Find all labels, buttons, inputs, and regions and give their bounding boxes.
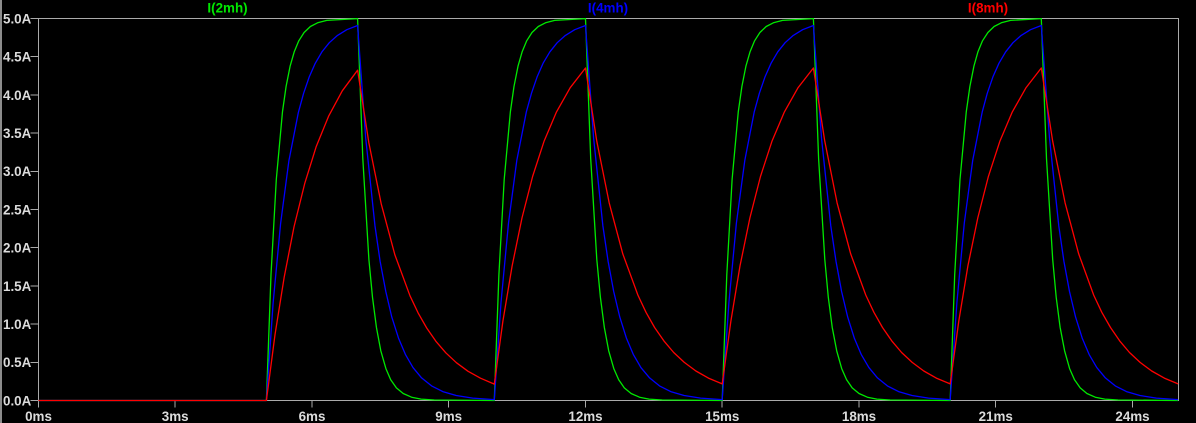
svg-text:4.5A: 4.5A [3,50,32,65]
svg-text:9ms: 9ms [435,409,462,423]
svg-text:3ms: 3ms [162,409,189,423]
svg-text:3.0A: 3.0A [3,164,32,179]
svg-text:18ms: 18ms [842,409,876,423]
svg-text:1.5A: 1.5A [3,279,32,294]
svg-text:21ms: 21ms [979,409,1013,423]
svg-text:0.5A: 0.5A [3,355,32,370]
svg-text:1.0A: 1.0A [3,317,32,332]
svg-text:2.0A: 2.0A [3,241,32,256]
svg-text:4.0A: 4.0A [3,88,32,103]
svg-text:0.0A: 0.0A [3,393,32,408]
svg-text:I(2mh): I(2mh) [207,1,247,16]
svg-text:5.0A: 5.0A [3,11,32,26]
svg-text:24ms: 24ms [1115,409,1149,423]
svg-text:0ms: 0ms [25,409,52,423]
svg-text:12ms: 12ms [568,409,602,423]
svg-text:15ms: 15ms [705,409,739,423]
svg-text:I(8mh): I(8mh) [968,1,1008,16]
svg-text:2.5A: 2.5A [3,202,32,217]
svg-text:6ms: 6ms [299,409,326,423]
svg-text:I(4mh): I(4mh) [588,1,628,16]
svg-text:3.5A: 3.5A [3,126,32,141]
